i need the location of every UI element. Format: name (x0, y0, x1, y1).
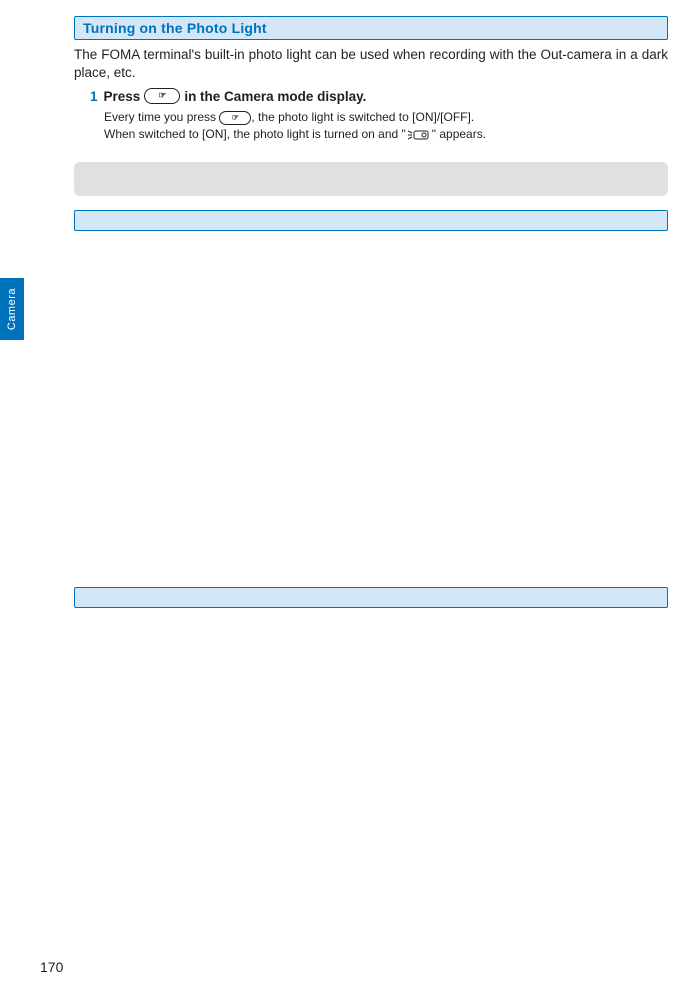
side-tab-label: Camera (6, 288, 18, 330)
grey-callout (74, 162, 668, 196)
sub2b: " appears. (432, 127, 486, 141)
key-icon: ☞ (144, 88, 180, 104)
step-1-detail: Every time you press ☞, the photo light … (104, 109, 668, 144)
step-post: in the Camera mode display. (184, 89, 366, 104)
intro-paragraph: The FOMA terminal's built-in photo light… (74, 46, 668, 83)
page-number: 170 (40, 959, 63, 975)
blue-box-2 (74, 587, 668, 608)
step-1-instruction: 1 Press ☞ in the Camera mode display. (90, 89, 668, 105)
section-heading: Turning on the Photo Light (74, 16, 668, 40)
page-content: Turning on the Photo Light The FOMA term… (74, 16, 668, 608)
blue-box-1 (74, 210, 668, 231)
section-heading-text: Turning on the Photo Light (83, 20, 267, 36)
step-1: 1 Press ☞ in the Camera mode display. Ev… (90, 89, 668, 144)
step-pre: Press (104, 89, 141, 104)
side-tab: Camera (0, 278, 24, 340)
light-icon (408, 129, 430, 141)
sub1a: Every time you press (104, 110, 216, 124)
step-number: 1 (90, 89, 98, 104)
sub1b: , the photo light is switched to [ON]/[O… (251, 110, 474, 124)
sub2a: When switched to [ON], the photo light i… (104, 127, 406, 141)
key-icon-small: ☞ (219, 111, 251, 125)
